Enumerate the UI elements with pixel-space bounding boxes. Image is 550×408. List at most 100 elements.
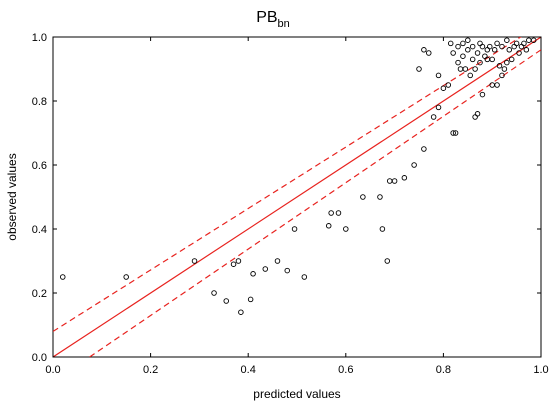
x-tick-label: 1.0 [533,364,548,376]
data-point [469,56,476,63]
data-point [391,178,398,184]
y-tick-label: 1.0 [32,32,47,44]
y-axis-ticks: 0.0 0.2 0.4 0.6 0.8 1.0 [32,32,541,364]
data-point [401,175,408,181]
data-point [516,50,522,56]
data-point [421,47,427,53]
data-point [435,104,442,111]
data-point [477,40,483,47]
data-point [477,59,483,66]
data-point [447,40,454,47]
x-axis-label: predicted values [253,387,340,401]
plot-frame [52,36,542,358]
data-point [462,66,469,72]
data-point [284,267,290,274]
data-point [328,210,334,216]
data-point [474,50,481,56]
y-axis-label: observed values [5,153,19,240]
data-point [426,50,432,56]
chart-title: PBbn [256,9,290,30]
data-point [230,261,237,267]
data-point [487,43,493,50]
data-point [513,40,520,47]
data-point [482,53,488,59]
confidence-band-line [53,37,522,332]
data-point [452,130,459,136]
fit-line [53,37,541,357]
data-point [530,37,537,43]
y-tick-label: 0.2 [32,288,47,300]
chart-title-main: PB [256,9,277,26]
data-point [386,178,393,184]
data-point [211,290,217,296]
data-point [235,258,242,264]
data-point [247,296,254,303]
data-point [499,43,505,50]
data-point [489,56,495,63]
data-point [496,63,503,69]
data-point [494,40,500,47]
data-point [472,66,478,72]
data-point [479,43,486,50]
data-point [494,82,500,88]
data-point [384,258,391,264]
x-axis-ticks: 0.0 0.2 0.4 0.6 0.8 1.0 [45,37,549,376]
data-point [469,43,476,50]
data-point [416,66,422,72]
data-point [377,194,383,200]
data-point [465,37,471,43]
y-tick-label: 0.6 [32,160,47,172]
data-point [504,37,510,43]
data-point [445,82,452,88]
data-point [523,47,530,53]
data-point [379,226,386,232]
data-point [430,114,437,120]
y-tick-label: 0.0 [32,352,47,364]
data-point [435,72,442,79]
data-point [301,274,308,280]
data-point [411,162,417,168]
data-point [343,226,349,232]
data-point [262,266,269,272]
confidence-band-line [89,49,541,357]
chart-title-subscript: bn [278,18,290,30]
fit-lines [53,37,541,357]
data-point [450,130,456,136]
x-tick-label: 0.6 [338,364,353,376]
data-points [60,37,537,315]
data-point [455,43,461,50]
x-tick-label: 0.4 [241,364,256,376]
data-point [335,210,342,216]
data-point [291,226,298,232]
data-point [223,298,229,304]
data-point [465,47,471,53]
data-point [360,194,366,200]
data-point [508,56,515,63]
data-point [472,114,478,120]
data-point [474,111,481,117]
data-point [504,59,510,66]
data-point [274,258,281,264]
data-point [491,47,498,53]
data-point [440,85,447,91]
data-point [511,43,517,50]
y-tick-label: 0.4 [32,224,47,236]
data-point [489,82,495,88]
data-point [238,309,244,315]
data-point [191,258,198,264]
data-point [60,274,66,280]
data-point [526,37,532,43]
data-point [467,72,473,79]
x-tick-label: 0.0 [45,364,60,376]
data-point [457,66,464,72]
x-tick-label: 0.2 [143,364,158,376]
data-point [460,53,466,59]
data-point [479,91,486,98]
data-point [450,50,456,56]
x-tick-label: 0.8 [436,364,451,376]
data-point [506,47,513,53]
y-tick-label: 0.8 [32,96,47,108]
data-point [484,47,491,53]
data-point [455,59,461,66]
